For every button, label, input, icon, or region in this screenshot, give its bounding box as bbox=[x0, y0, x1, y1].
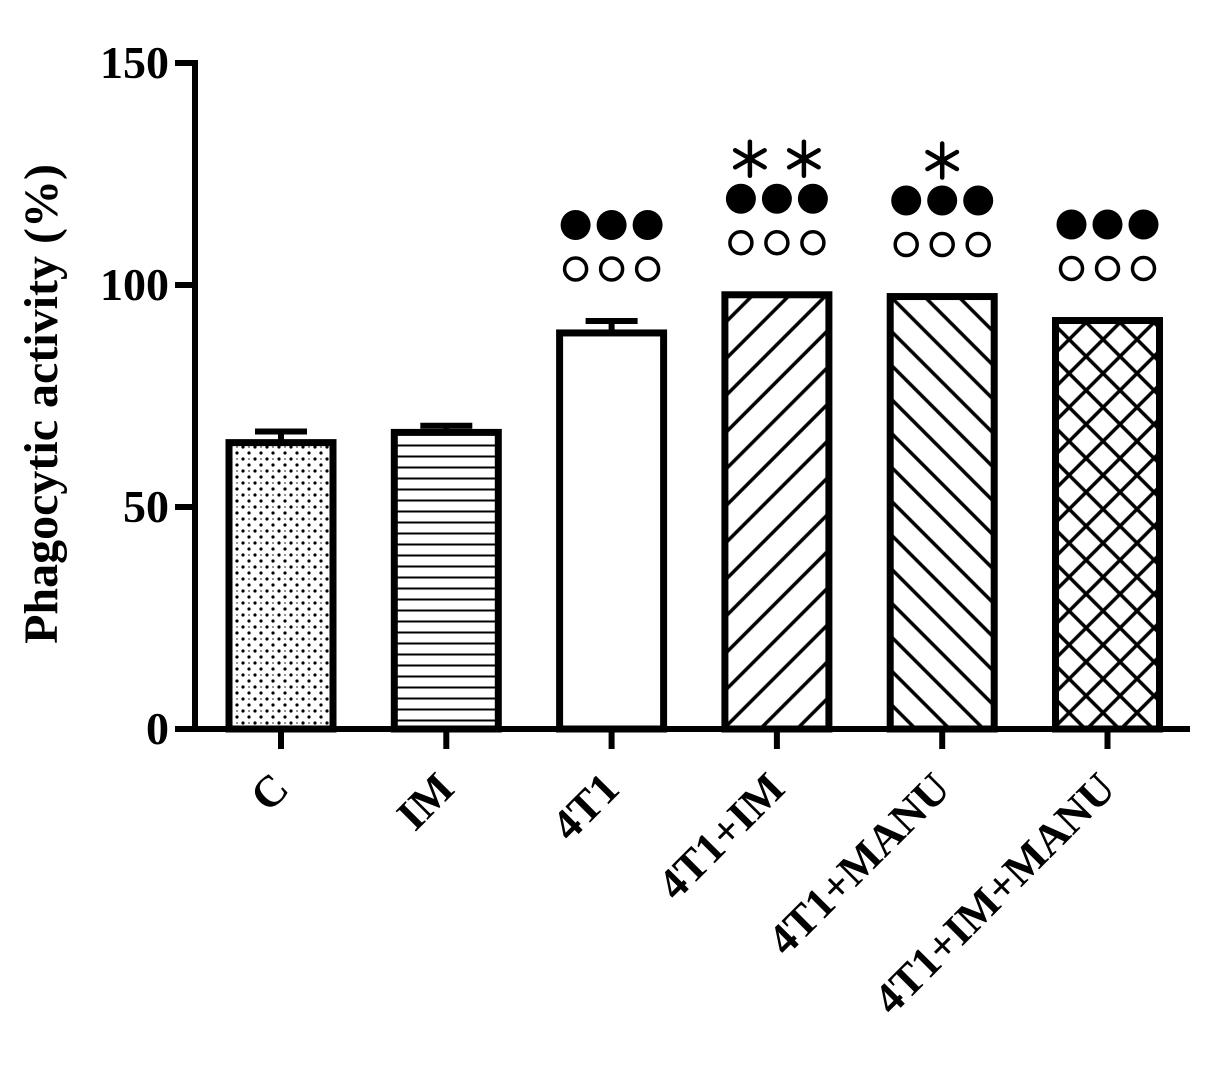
bar-4t1-manu bbox=[886, 293, 998, 733]
filled-circle-marker bbox=[761, 183, 792, 214]
asterisk-stroke bbox=[732, 148, 767, 170]
bar-4t1 bbox=[556, 329, 668, 733]
open-circle-marker bbox=[562, 256, 589, 282]
bar-4t1-im bbox=[721, 291, 833, 733]
x-tick-label-4t1: 4T1 bbox=[542, 763, 629, 850]
open-circle-marker bbox=[728, 230, 754, 256]
filled-circle-marker bbox=[1056, 209, 1087, 240]
open-circle-marker bbox=[634, 256, 661, 282]
significance-row-4t1-im-manu: ○○○ bbox=[1058, 255, 1157, 282]
filled-circle-marker bbox=[891, 185, 922, 216]
y-tick-label-0: 0 bbox=[146, 703, 169, 754]
bar-4t1-im-manu bbox=[1052, 317, 1163, 733]
bar-im bbox=[390, 428, 502, 733]
significance-row-4t1-manu: ○○○ bbox=[893, 231, 991, 258]
y-tick-label-150: 150 bbox=[100, 37, 169, 88]
significance-row-4t1-im: ○○○ bbox=[728, 230, 826, 256]
significance-row-4t1-manu: ●●● bbox=[891, 185, 994, 216]
x-tick-label-4t1-im: 4T1+IM bbox=[648, 763, 794, 909]
open-circle-marker bbox=[598, 256, 625, 282]
bars-layer bbox=[225, 291, 1163, 733]
y-tick-label-50: 50 bbox=[123, 481, 169, 532]
open-circle-marker bbox=[800, 230, 826, 256]
open-circle-marker bbox=[1130, 255, 1157, 282]
significance-row-4t1-im-manu: ●●● bbox=[1056, 209, 1159, 240]
filled-circle-marker bbox=[596, 209, 627, 240]
asterisk-stroke bbox=[786, 148, 821, 170]
significance-row-4t1-im: ** bbox=[732, 139, 821, 179]
open-circle-marker bbox=[929, 231, 955, 258]
bar-c bbox=[225, 439, 337, 733]
filled-circle-marker bbox=[632, 209, 663, 240]
open-circle-marker bbox=[1058, 255, 1085, 282]
y-axis-title: Phagocytic activity (%) bbox=[15, 164, 68, 644]
y-tick-label-100: 100 bbox=[100, 259, 169, 310]
asterisk-marker bbox=[732, 139, 767, 179]
filled-circle-marker bbox=[560, 209, 591, 240]
filled-circle-marker bbox=[1092, 209, 1123, 240]
open-circle-marker bbox=[965, 231, 991, 258]
asterisk-marker bbox=[786, 139, 821, 179]
asterisk-stroke bbox=[925, 149, 960, 172]
filled-circle-marker bbox=[1128, 209, 1159, 240]
open-circle-marker bbox=[764, 230, 790, 256]
filled-circle-marker bbox=[725, 183, 756, 214]
axes-layer bbox=[175, 60, 1190, 749]
x-tick-label-c: C bbox=[241, 763, 298, 820]
open-circle-marker bbox=[893, 231, 919, 258]
asterisk-marker bbox=[925, 141, 960, 180]
annotations-layer: ○○○ ●●● ○○○ ●●● ** ○○○ ●●● * ○○○ ●●● bbox=[560, 139, 1159, 282]
x-tick-label-im: IM bbox=[387, 763, 463, 839]
significance-row-4t1: ○○○ bbox=[562, 256, 661, 282]
significance-row-4t1-im: ●●● bbox=[725, 183, 828, 214]
filled-circle-marker bbox=[797, 183, 828, 214]
filled-circle-marker bbox=[927, 185, 958, 216]
open-circle-marker bbox=[1094, 255, 1121, 282]
significance-row-4t1: ●●● bbox=[560, 209, 663, 240]
significance-row-4t1-manu: * bbox=[925, 141, 960, 180]
filled-circle-marker bbox=[963, 185, 994, 216]
